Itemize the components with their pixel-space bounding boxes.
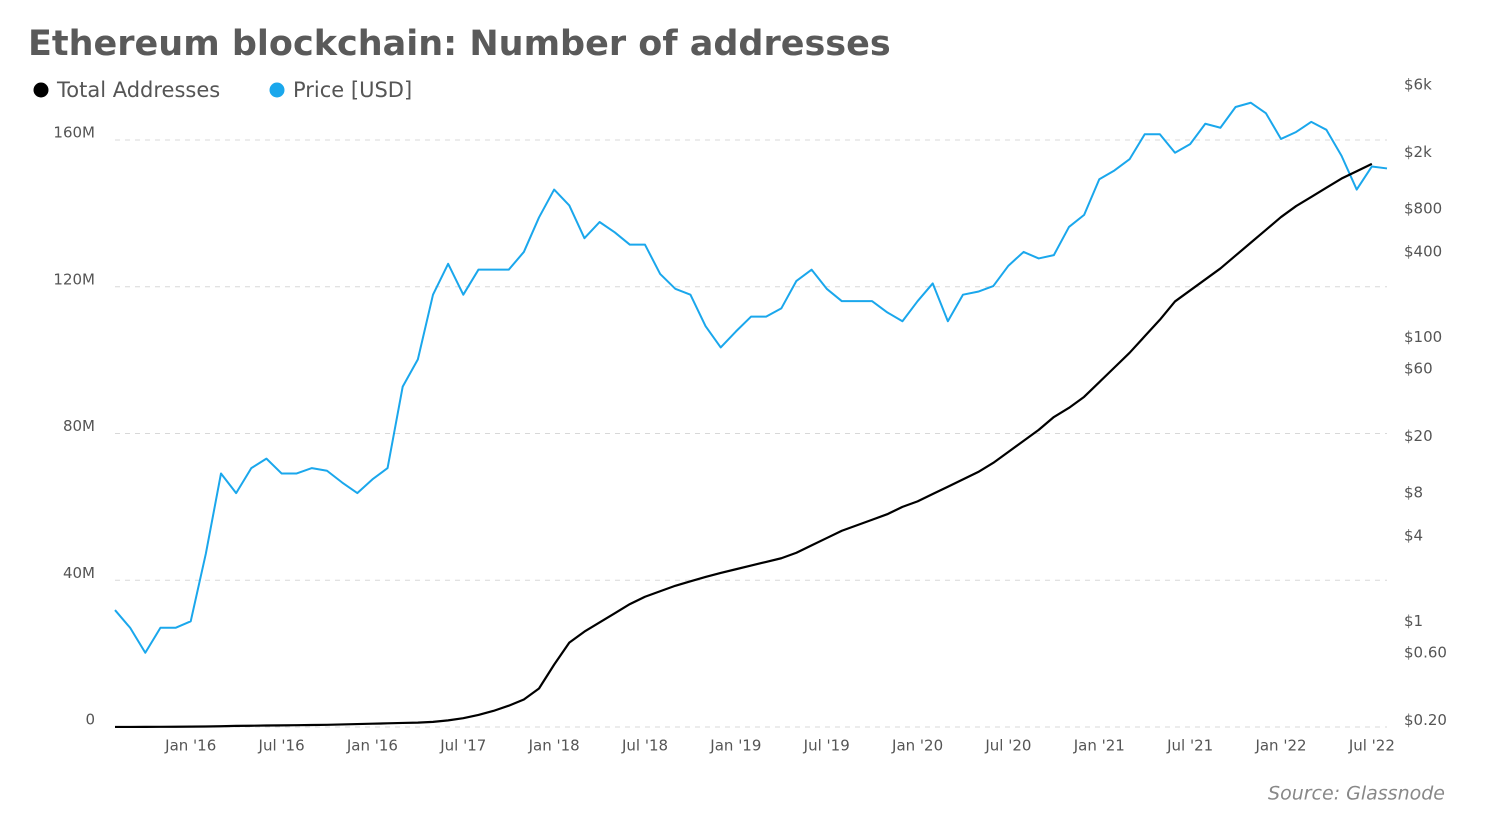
series-line	[114, 101, 1388, 654]
x-tick-label: Jul '20	[984, 737, 1031, 755]
x-tick-label: Jan '16	[346, 737, 398, 755]
y2-tick-label: $100	[1404, 328, 1442, 346]
x-tick-label: Jan '19	[709, 737, 761, 755]
x-tick-label: Jan '20	[891, 737, 943, 755]
x-tick-label: Jul '19	[803, 737, 850, 755]
y2-tick-label: $0.60	[1404, 643, 1447, 661]
y-tick-label: 160M	[53, 124, 95, 142]
legend-label: Price [USD]	[293, 78, 412, 102]
x-tick-label: Jan '21	[1073, 737, 1125, 755]
x-tick-label: Jan '16	[164, 737, 216, 755]
y2-tick-label: $2k	[1404, 143, 1432, 161]
y-tick-label: 40M	[63, 564, 95, 582]
y2-tick-label: $4	[1404, 526, 1423, 544]
chart-title: Ethereum blockchain: Number of addresses	[28, 24, 891, 64]
y-tick-label: 0	[85, 711, 95, 729]
y-tick-label: 80M	[63, 417, 95, 435]
series-line	[114, 162, 1373, 729]
legend-marker	[269, 82, 285, 98]
y2-tick-label: $0.20	[1404, 711, 1447, 729]
y2-tick-label: $6k	[1404, 76, 1432, 94]
y2-tick-label: $60	[1404, 359, 1433, 377]
legend-label: Total Addresses	[56, 78, 220, 102]
legend-marker	[33, 82, 49, 98]
x-tick-label: Jul '18	[621, 737, 668, 755]
x-tick-label: Jul '17	[439, 737, 486, 755]
x-tick-label: Jul '22	[1348, 737, 1395, 755]
x-tick-label: Jan '22	[1254, 737, 1306, 755]
x-tick-label: Jan '18	[528, 737, 580, 755]
x-tick-label: Jul '21	[1166, 737, 1213, 755]
y2-tick-label: $8	[1404, 484, 1423, 502]
y2-tick-label: $20	[1404, 427, 1433, 445]
y-tick-label: 120M	[53, 270, 95, 288]
source-note: Source: Glassnode	[1268, 783, 1445, 805]
y2-tick-label: $1	[1404, 612, 1423, 630]
x-tick-label: Jul '16	[258, 737, 305, 755]
y2-tick-label: $800	[1404, 200, 1442, 218]
y2-tick-label: $400	[1404, 242, 1442, 260]
